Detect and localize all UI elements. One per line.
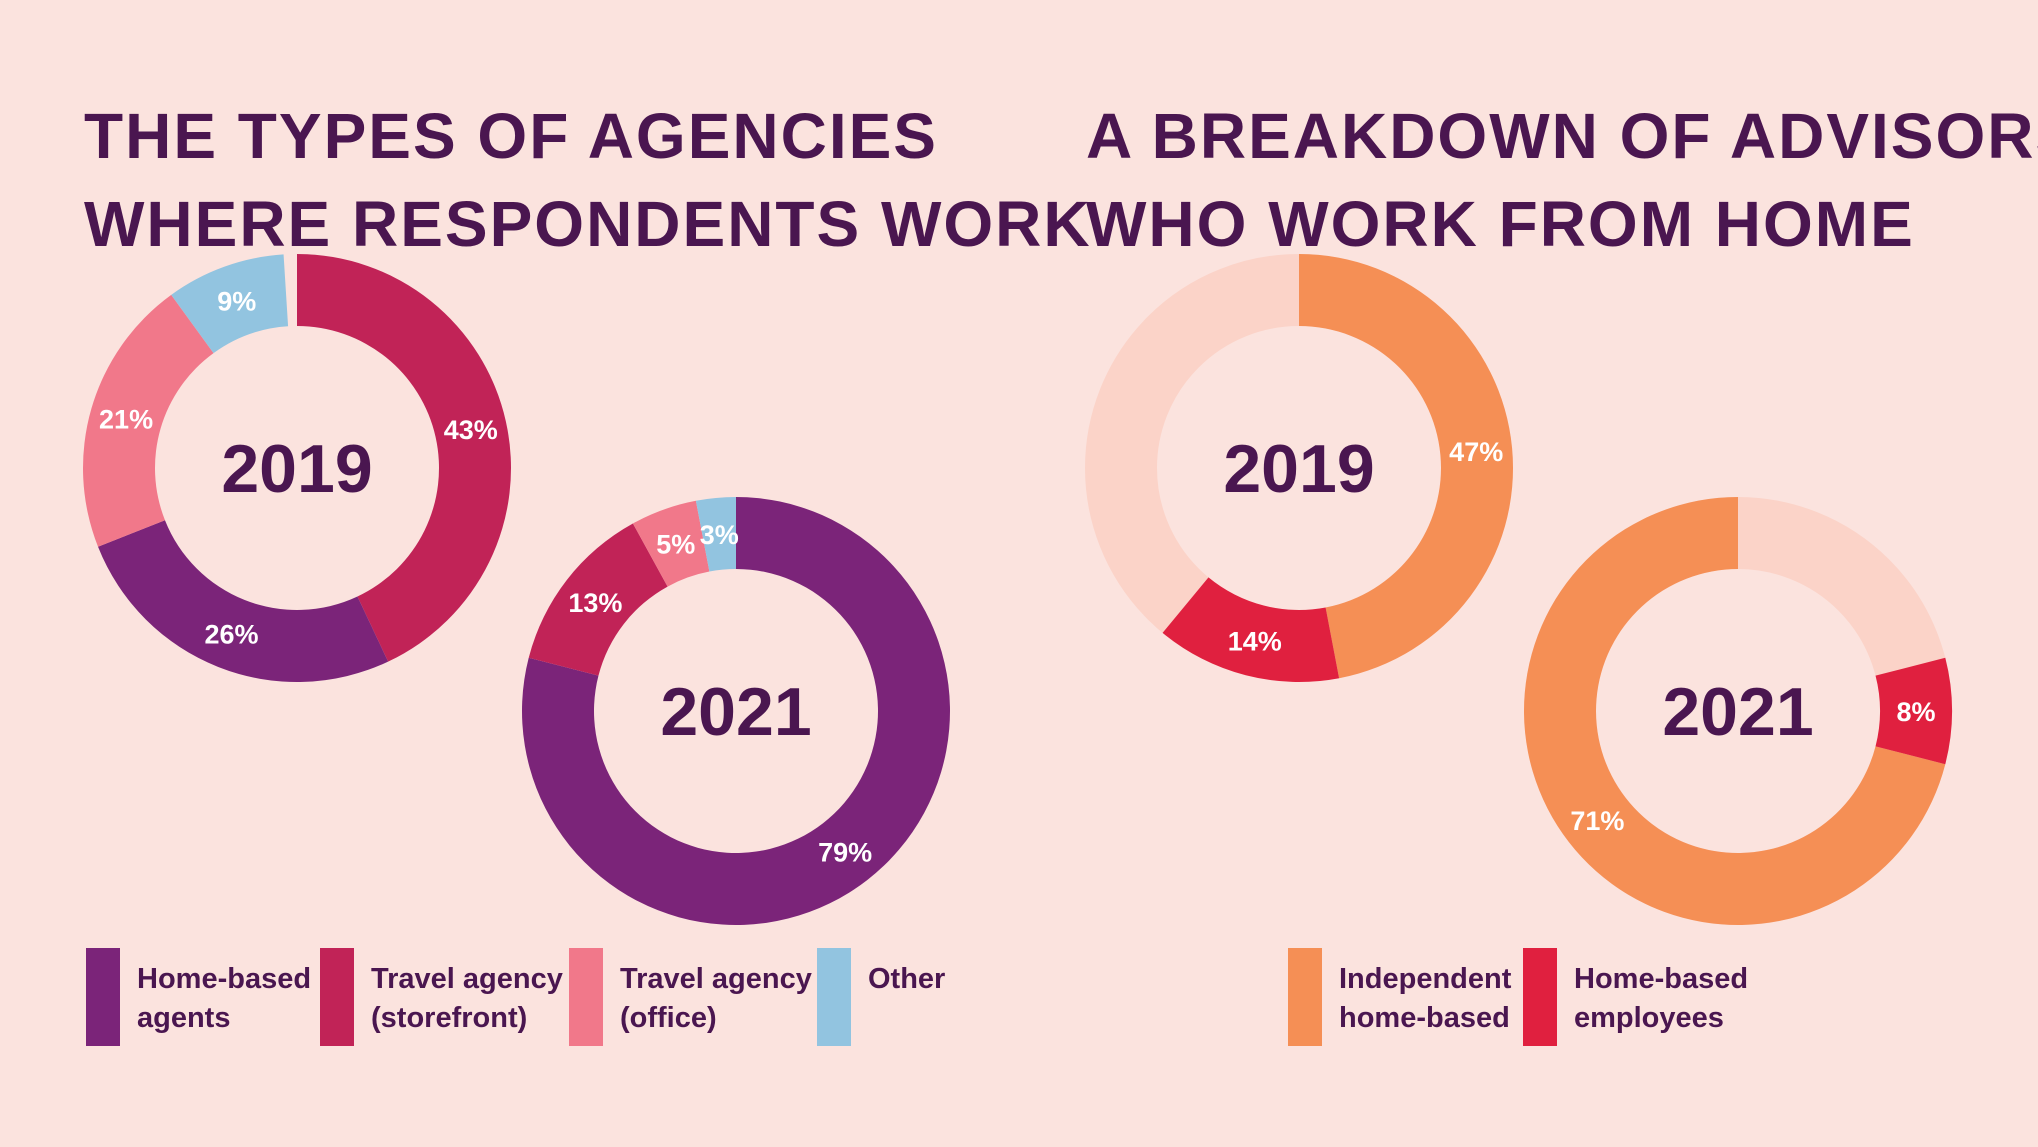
slice-value-label: 13% — [568, 588, 622, 618]
work-from-home-title-line2: WHO WORK FROM HOME — [1086, 188, 1915, 260]
slice-value-label: 47% — [1449, 437, 1503, 467]
legend-label: Travel agency (office) — [620, 960, 812, 1038]
agency-types-title: THE TYPES OF AGENCIES WHERE RESPONDENTS … — [84, 92, 1092, 268]
legend-label-line2: (office) — [620, 1002, 717, 1034]
legend-label-line1: Home-based — [137, 963, 312, 995]
agency-types-title-line2: WHERE RESPONDENTS WORK — [84, 188, 1092, 260]
agency-types-title-line1: THE TYPES OF AGENCIES — [84, 100, 938, 172]
legend-label-line2: (storefront) — [371, 1002, 528, 1034]
slice-value-label: 21% — [99, 404, 153, 434]
slice-value-label: 79% — [818, 838, 872, 868]
legend-label-line1: Travel agency — [371, 963, 563, 995]
donut-slice-independent-home-based — [1524, 497, 1946, 926]
donut-slice-travel-agency-storefront — [528, 523, 668, 676]
legend-swatch — [1523, 948, 1557, 1046]
legend-label-line2: home-based — [1339, 1002, 1510, 1034]
donut-slice-travel-agency-office — [632, 500, 710, 587]
legend-label-line2: employees — [1574, 1002, 1724, 1034]
donut-work-from-home-2021: 71% 8% 2021 — [1524, 497, 1952, 926]
legend-swatch — [569, 948, 603, 1046]
slice-value-label: 14% — [1228, 626, 1282, 656]
legend-label-line1: Travel agency — [620, 963, 812, 995]
legend-swatch — [86, 948, 120, 1046]
legend-swatch — [320, 948, 354, 1046]
agency-types-panel: THE TYPES OF AGENCIES WHERE RESPONDENTS … — [84, 100, 1090, 1046]
slice-value-label: 3% — [700, 520, 739, 550]
legend-label-line1: Other — [868, 963, 946, 995]
donut-center-year: 2019 — [221, 431, 372, 507]
donut-center-year: 2019 — [1223, 431, 1374, 507]
legend-swatch — [1288, 948, 1322, 1046]
legend-label-line2: agents — [137, 1002, 231, 1034]
donut-slice-home-based-employees — [1162, 577, 1340, 682]
donut-slice-independent-home-based — [1299, 254, 1513, 679]
legend-label-line1: Home-based — [1574, 963, 1749, 995]
slice-value-label: 9% — [217, 287, 256, 317]
slice-value-label: 43% — [444, 415, 498, 445]
donut-center-year: 2021 — [660, 674, 811, 750]
donut-agency-types-2019: 43% 26% 21% 9% 2019 — [83, 254, 511, 682]
slice-value-label: 8% — [1896, 697, 1935, 727]
donut-slice-home-based-agents — [522, 497, 951, 925]
donut-slice-travel-agency-storefront — [297, 254, 511, 662]
legend-swatch — [817, 948, 851, 1046]
donut-center-year: 2021 — [1662, 674, 1813, 750]
work-from-home-title: A BREAKDOWN OF ADVISORS WHO WORK FROM HO… — [1086, 92, 2038, 268]
work-from-home-panel: A BREAKDOWN OF ADVISORS WHO WORK FROM HO… — [1019, 0, 2038, 1147]
slice-value-label: 26% — [204, 620, 258, 650]
donut-work-from-home-2019: 47% 14% 2019 — [1085, 254, 1513, 682]
donut-slice-home-based-agents — [98, 520, 389, 682]
donut-slice-other — [695, 497, 736, 572]
donut-slice-other — [171, 254, 289, 354]
legend-label: Other — [868, 960, 945, 999]
donut-slice-travel-agency-office — [83, 294, 214, 547]
slice-value-label: 71% — [1570, 806, 1624, 836]
donut-agency-types-2021: 79% 13% 5% 3% 2021 — [522, 497, 951, 925]
legend-label: Travel agency (storefront) — [371, 960, 563, 1038]
legend-label: Home-based agents — [137, 960, 311, 1038]
work-from-home-title-line1: A BREAKDOWN OF ADVISORS — [1086, 100, 2038, 172]
legend-label: Independent home-based — [1339, 960, 1511, 1038]
legend-label: Home-based employees — [1574, 960, 1748, 1038]
donut-slice-home-based-employees — [1875, 657, 1952, 765]
legend-label-line1: Independent — [1339, 963, 1512, 995]
slice-value-label: 5% — [656, 530, 695, 560]
